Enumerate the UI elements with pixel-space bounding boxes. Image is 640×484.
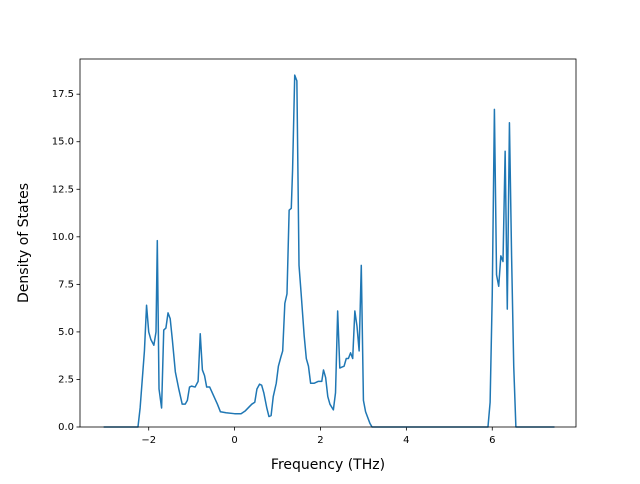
x-tick-label: 2	[317, 435, 323, 446]
y-tick-label: 7.5	[58, 279, 74, 290]
y-tick-label: 0.0	[58, 422, 74, 433]
y-tick-label: 2.5	[58, 374, 74, 385]
y-tick-label: 15.0	[52, 137, 74, 148]
y-tick-label: 17.5	[52, 89, 74, 100]
plot-frame	[79, 58, 577, 428]
y-tick-label: 12.5	[52, 184, 74, 195]
x-tick-label: 6	[489, 435, 495, 446]
y-tick-label: 10.0	[52, 232, 74, 243]
y-tick-label: 5.0	[58, 327, 74, 338]
data-line	[103, 74, 555, 428]
x-tick-label: 0	[231, 435, 237, 446]
x-tick-label: −2	[141, 435, 156, 446]
x-tick-label: 4	[403, 435, 409, 446]
x-axis-label: Frequency (THz)	[271, 457, 385, 473]
y-axis-label: Density of States	[16, 183, 32, 303]
